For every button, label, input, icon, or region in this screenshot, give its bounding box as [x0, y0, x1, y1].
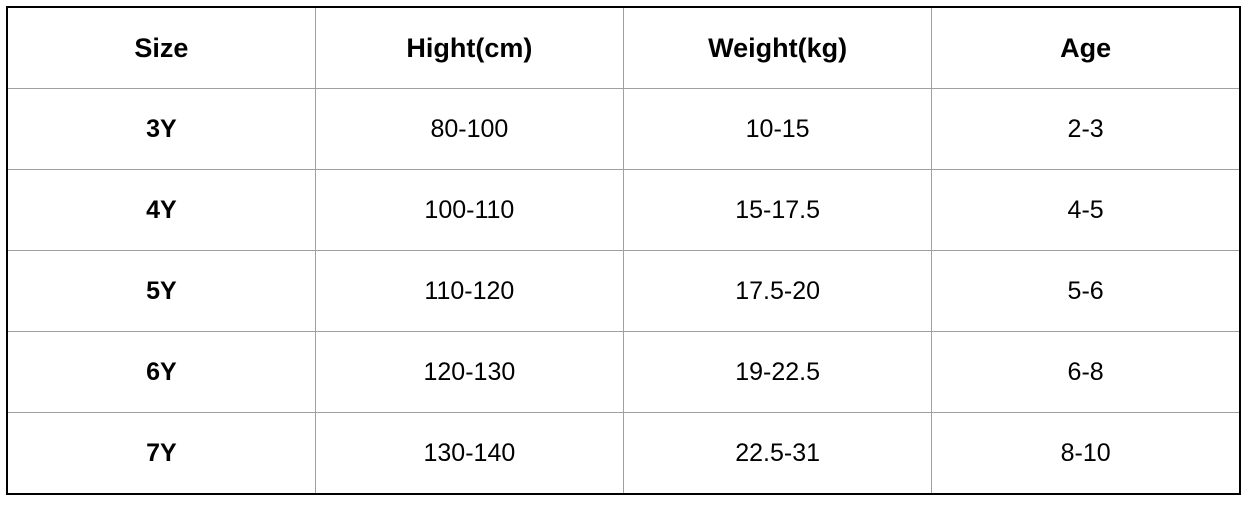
- table-cell: 2-3: [931, 88, 1241, 170]
- size-cell: 3Y: [6, 88, 316, 170]
- table-cell: 110-120: [314, 250, 625, 332]
- header-cell: Size: [6, 6, 316, 89]
- table-cell: 22.5-31: [622, 412, 933, 495]
- size-cell: 7Y: [6, 412, 316, 495]
- header-cell: Weight(kg): [622, 6, 933, 89]
- table-cell: 100-110: [314, 169, 625, 251]
- table-cell: 6-8: [931, 331, 1241, 413]
- table-cell: 5-6: [931, 250, 1241, 332]
- table-cell: 17.5-20: [622, 250, 933, 332]
- table-row: 7Y 130-140 22.5-31 8-10: [6, 412, 1241, 495]
- table-cell: 80-100: [314, 88, 625, 170]
- table-cell: 130-140: [314, 412, 625, 495]
- table-row: 3Y 80-100 10-15 2-3: [6, 88, 1241, 170]
- size-cell: 6Y: [6, 331, 316, 413]
- size-table: Size Hight(cm) Weight(kg) Age 3Y 80-100 10-15…: [6, 6, 1241, 495]
- table-row: 4Y 100-110 15-17.5 4-5: [6, 169, 1241, 251]
- table-cell: 10-15: [622, 88, 933, 170]
- size-cell: 4Y: [6, 169, 316, 251]
- header-cell: Age: [931, 6, 1241, 89]
- table-cell: 15-17.5: [622, 169, 933, 251]
- table-row: 5Y 110-120 17.5-20 5-6: [6, 250, 1241, 332]
- table-body: 3Y 80-100 10-15 2-3 4Y 100-110 15-17.5 4-5 5Y 110…: [6, 88, 1241, 495]
- table-row: 6Y 120-130 19-22.5 6-8: [6, 331, 1241, 413]
- header-cell: Hight(cm): [314, 6, 625, 89]
- table-cell: 19-22.5: [622, 331, 933, 413]
- table-cell: 120-130: [314, 331, 625, 413]
- table-cell: 4-5: [931, 169, 1241, 251]
- table-header: Size Hight(cm) Weight(kg) Age: [6, 6, 1241, 89]
- header-row: Size Hight(cm) Weight(kg) Age: [6, 6, 1241, 89]
- table-cell: 8-10: [931, 412, 1241, 495]
- size-cell: 5Y: [6, 250, 316, 332]
